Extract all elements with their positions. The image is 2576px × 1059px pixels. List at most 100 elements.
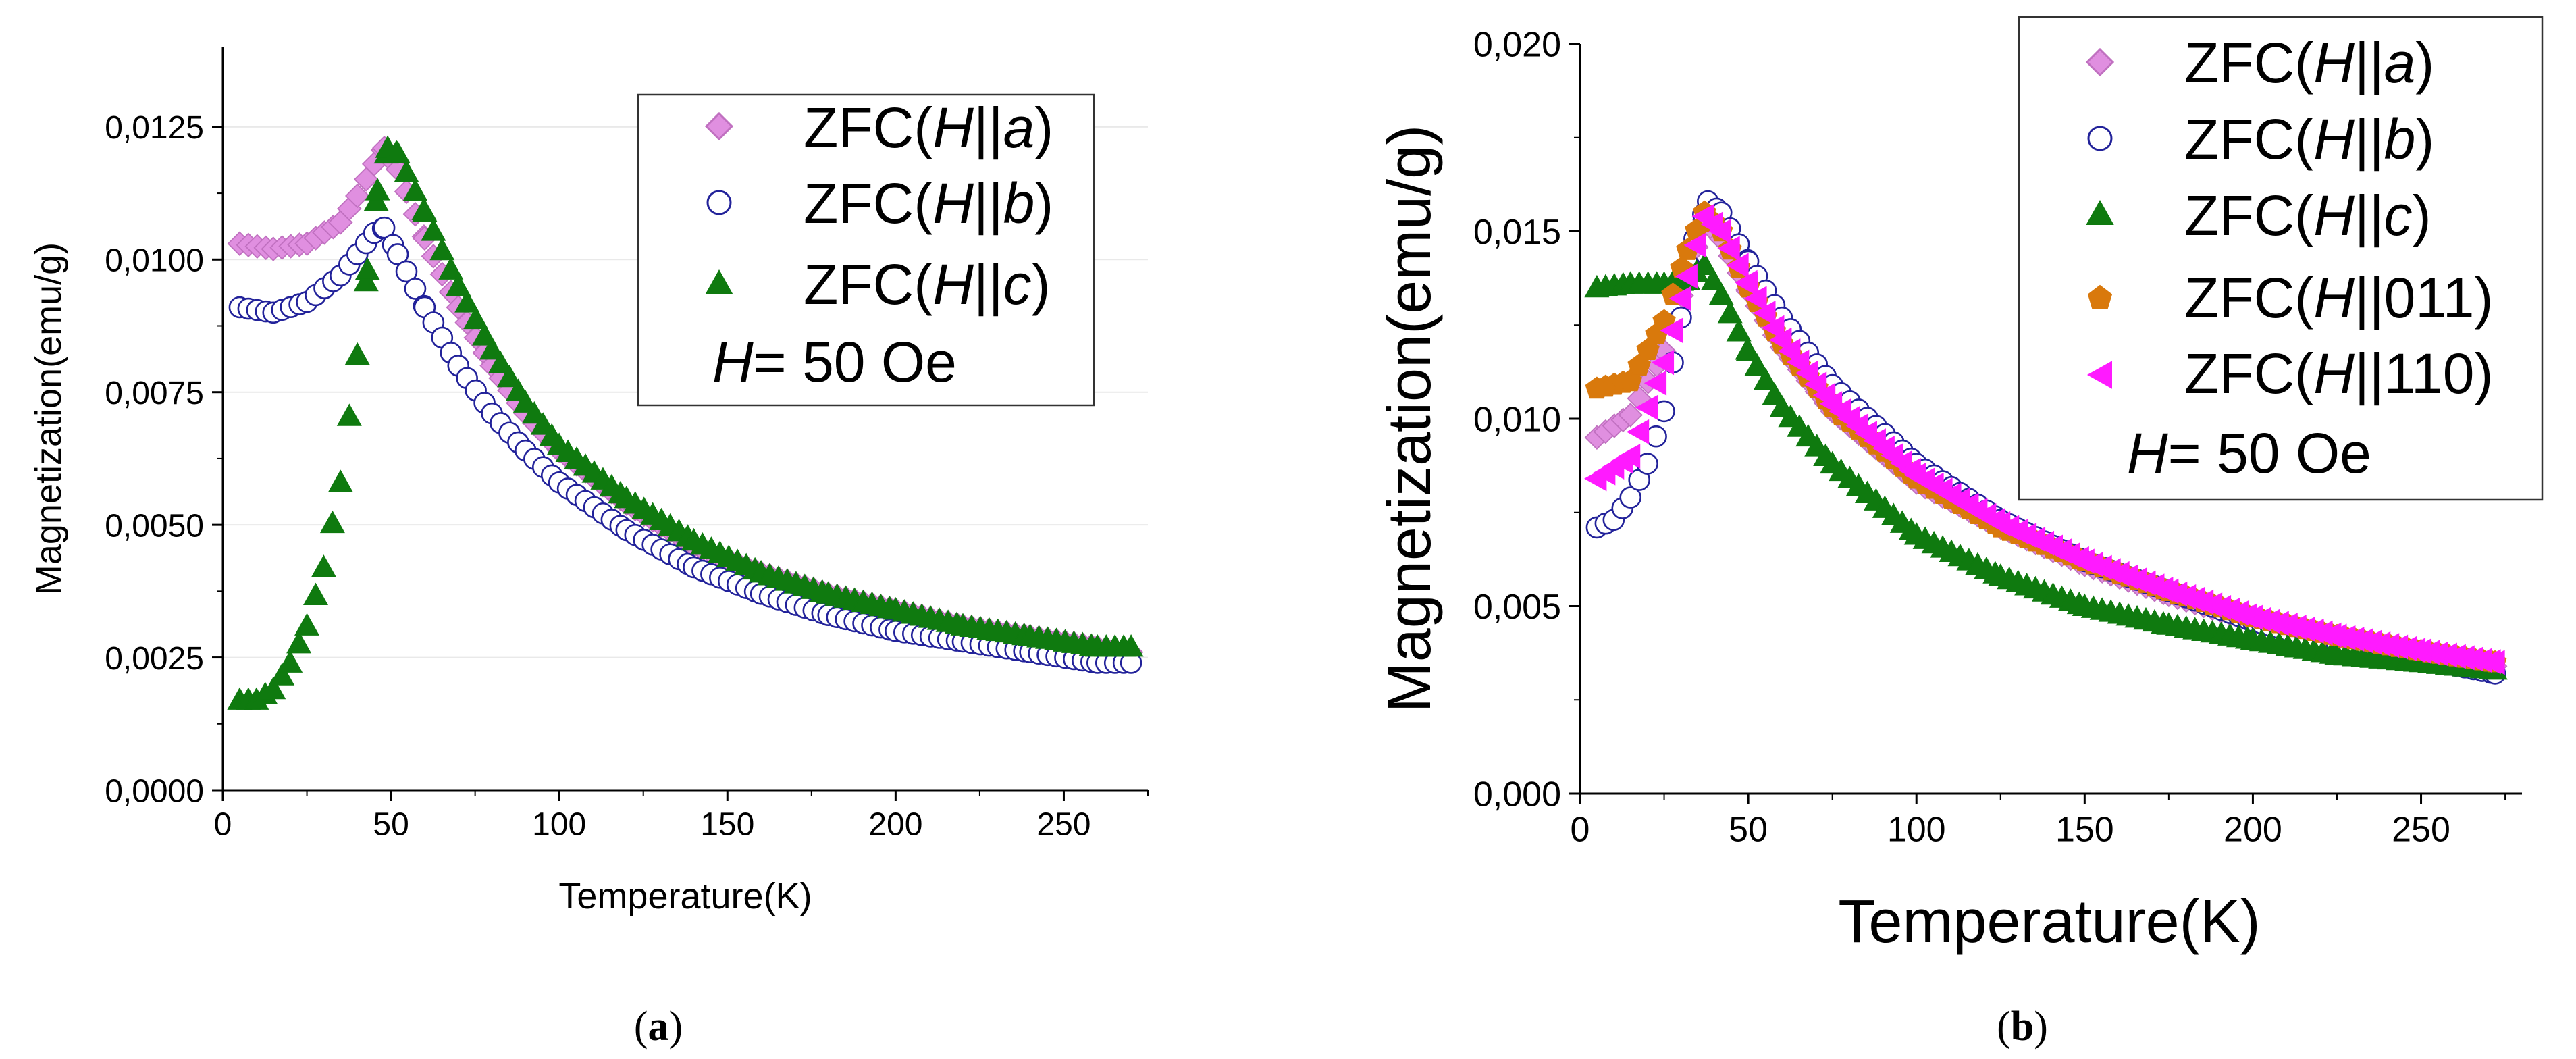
panel-b-legend-field-note: H= 50 Oe: [2127, 421, 2371, 485]
y-tick-label: 0,015: [1473, 213, 1561, 252]
panel-a-legend-entry-c: ZFC(H||c): [705, 253, 1051, 316]
data-point: [1617, 443, 1641, 469]
panel-b-caption: (b): [1997, 1004, 2048, 1050]
data-point: [402, 178, 428, 201]
panel-b-legend-label-a: ZFC(H||a): [2184, 31, 2434, 95]
data-point: [278, 650, 303, 673]
data-point: [1726, 319, 1752, 342]
y-tick-label: 0,005: [1473, 588, 1561, 627]
panel-a-legend-label-a: ZFC(H||a): [804, 96, 1053, 159]
data-point: [373, 216, 396, 239]
panel-b-ticks: 0,000 0,005 0,010 0,015 0,020 0 50 100 150 200 250: [1473, 26, 2506, 850]
data-point: [1619, 486, 1642, 509]
data-point: [261, 676, 286, 700]
data-point: [412, 199, 438, 222]
legend-marker-diamond-icon: [704, 111, 734, 141]
data-point: [1708, 218, 1731, 244]
panel-a-legend-entry-a: ZFC(H||a): [704, 96, 1053, 159]
data-point: [354, 257, 380, 280]
panel-a-y-axis-label: Magnetization(emu/g): [28, 242, 69, 595]
x-tick-label: 0: [214, 806, 232, 842]
data-point: [1660, 317, 1683, 343]
data-point: [1644, 370, 1667, 396]
data-point: [496, 364, 522, 388]
x-tick-label: 150: [2055, 810, 2114, 850]
y-tick-label: 0,0000: [105, 773, 204, 809]
data-point: [303, 582, 329, 605]
y-tick-label: 0,020: [1473, 26, 1561, 65]
panel-a-legend: ZFC(H||a) ZFC(H||b) ZFC(H||c) H= 50 Oe: [637, 93, 1095, 407]
panel-a-series: [227, 135, 1144, 710]
legend-marker-pentagon-icon: [2087, 284, 2113, 309]
data-point: [344, 342, 370, 365]
data-point: [286, 630, 312, 654]
panel-b-chart: 0,000 0,005 0,010 0,015 0,020 0 50 100 150 200 250…: [1376, 16, 2544, 956]
x-tick-label: 0: [1571, 810, 1590, 850]
panel-b-series: [1584, 190, 2508, 685]
x-tick-label: 150: [700, 806, 754, 842]
data-point: [1753, 300, 1776, 326]
panel-a-ticks: 0,0000 0,0025 0,0050 0,0075 0,0100 0,0125 0 50 1…: [105, 110, 1149, 842]
data-point: [1778, 338, 1801, 364]
panel-b-legend: ZFC(H||a) ZFC(H||b) ZFC(H||c) ZFC(H||011…: [2018, 16, 2544, 501]
data-point: [438, 257, 464, 280]
legend-marker-diamond-icon: [2085, 47, 2115, 77]
data-point: [446, 273, 471, 296]
panel-a-chart: 0,0000 0,0025 0,0050 0,0075 0,0100 0,0125 0 50 1…: [28, 47, 1149, 916]
data-point: [404, 278, 427, 300]
x-tick-label: 250: [1036, 806, 1090, 842]
data-point: [463, 306, 489, 330]
data-point: [1744, 286, 1767, 311]
data-point: [319, 510, 345, 534]
data-point: [429, 237, 455, 261]
data-point: [1744, 353, 1770, 376]
y-tick-label: 0,010: [1473, 401, 1561, 440]
data-point: [1769, 327, 1792, 353]
data-point: [1804, 371, 1827, 397]
data-point: [327, 469, 353, 492]
y-tick-label: 0,0025: [105, 641, 204, 677]
legend-marker-left-triangle-icon: [2086, 361, 2112, 389]
data-point: [294, 613, 320, 636]
x-tick-label: 50: [1729, 810, 1768, 850]
data-point: [1668, 286, 1691, 311]
y-tick-label: 0,000: [1473, 775, 1561, 815]
panel-b-legend-label-b: ZFC(H||b): [2184, 107, 2434, 171]
panel-a-legend-label-b: ZFC(H||b): [804, 172, 1053, 235]
legend-marker-triangle-icon: [705, 269, 733, 294]
data-point: [1795, 360, 1818, 386]
panel-b-y-axis-label: Magnetization(emu/g): [1376, 125, 1444, 713]
data-point: [1675, 263, 1698, 289]
data-point: [1708, 282, 1734, 305]
legend-marker-triangle-icon: [2086, 199, 2114, 225]
panel-b-legend-label-110: ZFC(H||110): [2184, 342, 2493, 405]
data-point: [394, 159, 419, 182]
panel-b-legend-label-011: ZFC(H||011): [2184, 266, 2493, 330]
data-point: [1691, 252, 1717, 275]
data-point: [395, 260, 418, 283]
x-tick-label: 100: [532, 806, 586, 842]
panel-b-legend-box: [2018, 16, 2544, 501]
data-point: [479, 337, 505, 360]
data-point: [1735, 338, 1761, 361]
panel-a-legend-field-note: H= 50 Oe: [712, 330, 957, 394]
data-point: [269, 663, 295, 686]
data-point: [488, 351, 514, 373]
panel-b-legend-entry-110: ZFC(H||110): [2086, 342, 2493, 405]
series-ZFC(H||110): [1584, 203, 2505, 675]
y-tick-label: 0,0100: [105, 243, 204, 279]
series-ZFC(H||c): [1584, 252, 2508, 680]
y-tick-label: 0,0125: [105, 110, 204, 146]
data-point: [1627, 386, 1652, 411]
x-tick-label: 250: [2392, 810, 2450, 850]
data-point: [1683, 232, 1706, 258]
panel-a-legend-box: [637, 93, 1095, 407]
data-point: [353, 268, 379, 292]
data-point: [1651, 350, 1675, 376]
panel-b-legend-entry-b: ZFC(H||b): [2087, 107, 2434, 171]
data-point: [1118, 634, 1144, 657]
panel-b-legend-entry-a: ZFC(H||a): [2085, 31, 2434, 95]
panel-a-legend-entry-b: ZFC(H||b): [706, 172, 1053, 235]
series-ZFC(H||c): [227, 135, 1144, 710]
